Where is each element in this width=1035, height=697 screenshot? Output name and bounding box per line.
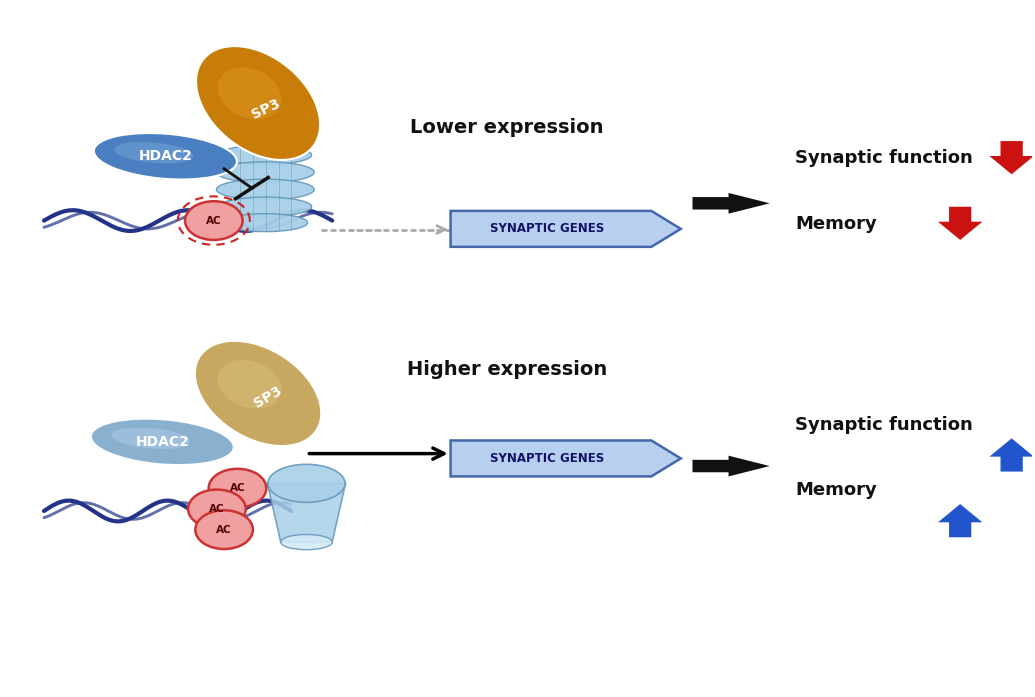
Text: AC: AC	[230, 483, 245, 493]
Text: AC: AC	[206, 215, 221, 226]
Ellipse shape	[216, 179, 315, 200]
Text: SP3: SP3	[249, 96, 283, 121]
FancyArrow shape	[989, 141, 1034, 174]
Polygon shape	[267, 483, 346, 542]
Text: Lower expression: Lower expression	[411, 118, 604, 137]
FancyArrow shape	[692, 193, 770, 214]
Ellipse shape	[219, 145, 312, 164]
Ellipse shape	[94, 133, 237, 180]
Ellipse shape	[217, 68, 282, 119]
Ellipse shape	[268, 464, 345, 503]
FancyArrow shape	[692, 456, 770, 477]
Ellipse shape	[219, 197, 312, 217]
Text: SYNAPTIC GENES: SYNAPTIC GENES	[490, 452, 604, 465]
Ellipse shape	[115, 142, 194, 163]
Text: AC: AC	[216, 525, 232, 535]
Circle shape	[209, 469, 266, 507]
Text: AC: AC	[209, 504, 225, 514]
Text: Memory: Memory	[796, 481, 878, 499]
Ellipse shape	[91, 419, 234, 465]
Text: Synaptic function: Synaptic function	[796, 149, 973, 167]
Ellipse shape	[112, 427, 190, 449]
Ellipse shape	[216, 162, 315, 183]
Circle shape	[185, 201, 242, 240]
Text: HDAC2: HDAC2	[136, 435, 189, 449]
Ellipse shape	[217, 360, 282, 408]
Ellipse shape	[280, 535, 332, 550]
Ellipse shape	[196, 46, 320, 160]
Text: SP3: SP3	[252, 383, 285, 411]
Text: Higher expression: Higher expression	[407, 360, 608, 378]
Ellipse shape	[195, 341, 321, 446]
Text: Memory: Memory	[796, 215, 878, 233]
FancyArrow shape	[989, 438, 1034, 472]
Circle shape	[188, 489, 245, 528]
Polygon shape	[450, 211, 681, 247]
Text: Synaptic function: Synaptic function	[796, 415, 973, 434]
FancyArrow shape	[938, 504, 982, 537]
Polygon shape	[450, 441, 681, 477]
FancyArrow shape	[938, 207, 982, 240]
Text: HDAC2: HDAC2	[139, 149, 193, 163]
Circle shape	[196, 510, 253, 549]
Ellipse shape	[224, 214, 307, 231]
Text: SYNAPTIC GENES: SYNAPTIC GENES	[490, 222, 604, 236]
